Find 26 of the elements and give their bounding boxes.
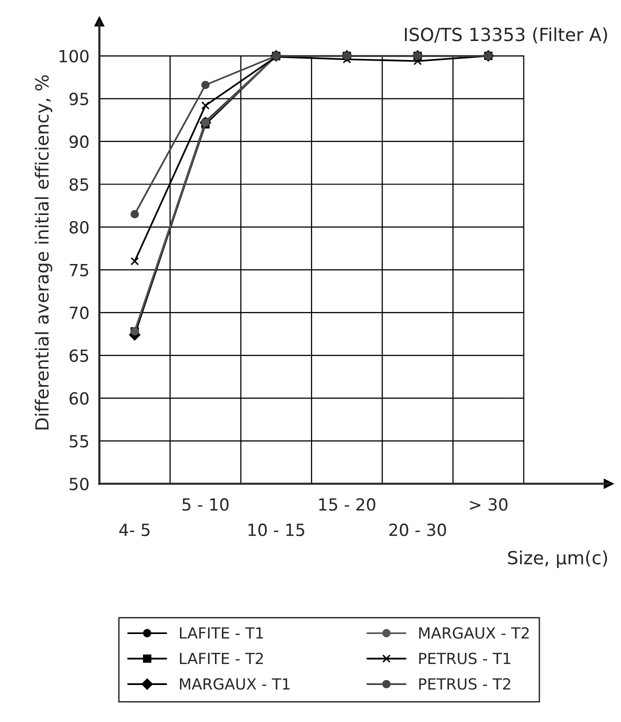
x-tick-label: 15 - 20 xyxy=(319,498,376,511)
legend-label: PETRUS - T1 xyxy=(419,652,510,664)
x-tick-label: 5 - 10 xyxy=(182,498,229,511)
y-tick-label: 70 xyxy=(70,306,89,320)
y-tick-label: 100 xyxy=(60,50,89,62)
legend-label: LAFITE - T1 xyxy=(180,627,263,639)
y-tick-label: 80 xyxy=(70,220,89,234)
x-tick-label: > 30 xyxy=(470,498,508,511)
y-tick-label: 60 xyxy=(70,392,89,405)
legend-label: PETRUS - T2 xyxy=(419,678,510,690)
y-tick-label: 65 xyxy=(70,349,88,362)
legend-label: MARGAUX - T1 xyxy=(180,678,290,690)
y-tick-label: 90 xyxy=(69,135,89,148)
legend-label: MARGAUX - T2 xyxy=(419,627,529,639)
y-tick-label: 85 xyxy=(70,178,88,191)
x-axis-title: Size, µm(c) xyxy=(508,550,608,568)
x-tick-label: 10 - 15 xyxy=(248,524,304,536)
x-tick-label: 4- 5 xyxy=(119,524,150,536)
y-tick-label: 50 xyxy=(70,478,89,490)
y-tick-label: 55 xyxy=(70,435,88,448)
y-tick-label: 95 xyxy=(69,92,88,106)
x-tick-label: 20 - 30 xyxy=(389,524,446,536)
y-axis-title: Differential average initial efficiency, % xyxy=(34,75,52,430)
legend-label: LAFITE - T2 xyxy=(180,652,263,664)
chart-title: ISO/TS 13353 (Filter A) xyxy=(404,27,608,44)
y-tick-label: 75 xyxy=(70,264,88,276)
